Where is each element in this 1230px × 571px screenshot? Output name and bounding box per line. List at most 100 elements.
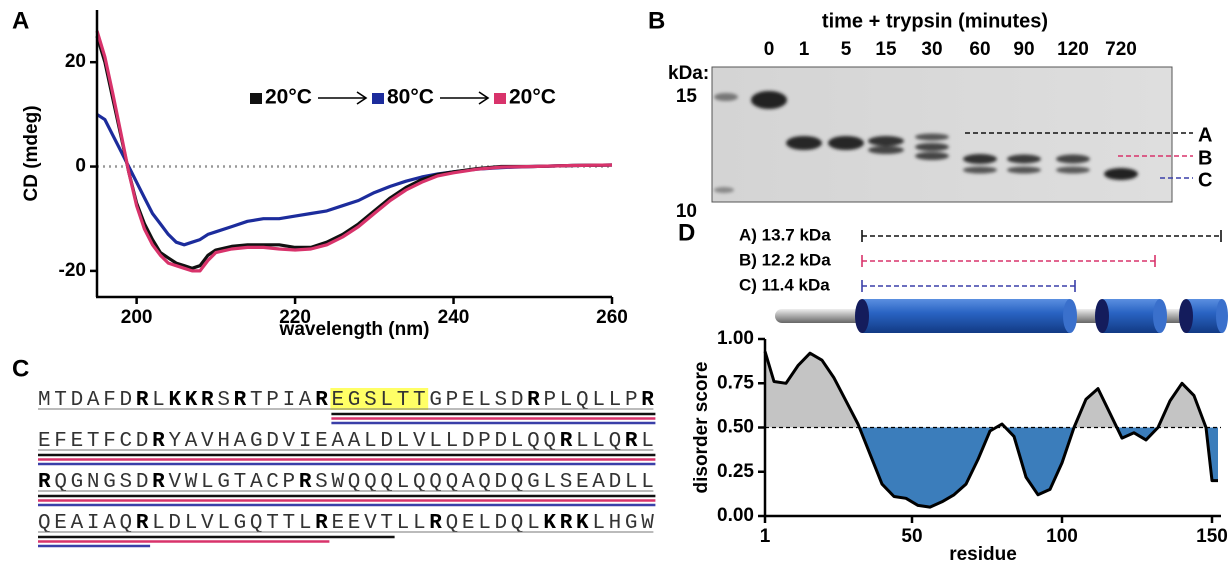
residues: EFETFCD <box>38 430 152 453</box>
residues: R <box>560 430 576 453</box>
residues: QGNGSD <box>54 471 152 494</box>
y-tick-label: 0 <box>75 156 86 177</box>
area-below <box>765 427 1218 508</box>
gel-band <box>1007 154 1041 164</box>
helix-end <box>1179 299 1193 333</box>
x-tick-label: 50 <box>901 526 922 547</box>
gel-title: time + trypsin (minutes) <box>822 10 1048 32</box>
residues: S <box>217 389 233 412</box>
sequence-line: MTDAFDRLKKRSRTPIAREGSLTTGPELSDRPLQLLPR <box>38 389 658 412</box>
gel-band <box>751 91 787 109</box>
residues: LLQ <box>576 430 625 453</box>
area-above <box>765 351 1218 428</box>
residues: R <box>136 389 152 412</box>
helix <box>1102 299 1160 333</box>
residues: R <box>315 389 331 412</box>
residues: R <box>152 471 168 494</box>
series-line <box>95 35 613 270</box>
residues: TPIA <box>250 389 315 412</box>
x-tick-label: 260 <box>596 307 628 328</box>
chart: 0.000.250.500.751.001 50 100 150residuediso… <box>691 328 1228 565</box>
helix-end <box>855 299 869 333</box>
band-label: B <box>1198 147 1212 169</box>
residues: R <box>527 389 543 412</box>
legend-swatch <box>494 93 506 104</box>
gel-band <box>963 166 997 174</box>
residues: R <box>38 471 54 494</box>
lane-label: 1 <box>799 39 810 60</box>
fragment-label: A) 13.7 kDa <box>739 225 831 244</box>
structure-cartoon <box>775 299 1228 333</box>
residues: EEVTLL <box>331 512 429 535</box>
residues: GPELSD <box>429 389 527 412</box>
fragment-label: B) 12.2 kDa <box>739 250 831 269</box>
residues: R <box>315 512 331 535</box>
marker-label: 10 <box>676 201 697 222</box>
gel-band <box>1056 154 1090 164</box>
helix <box>862 299 1070 333</box>
legend-label: 20°C <box>265 86 312 109</box>
helix-end <box>1216 299 1228 333</box>
y-tick-label: 1.00 <box>717 328 754 349</box>
x-axis-label: residue <box>949 544 1017 565</box>
legend-swatch <box>372 93 384 104</box>
residues: QEAIAQ <box>38 512 136 535</box>
panel-label: B <box>648 7 665 34</box>
sequence-line: EFETFCDRYAVHAGDVIEAALDLVLLDPDLQQRLLQRL <box>38 430 658 453</box>
y-tick-label: -20 <box>59 260 86 281</box>
marker-label: 15 <box>676 86 698 107</box>
y-tick-label: 0.25 <box>717 461 754 482</box>
legend-swatch <box>250 93 262 104</box>
residues: VWLGTACP <box>168 471 298 494</box>
x-tick-label: 1 <box>760 526 771 547</box>
residues: R <box>299 471 315 494</box>
panel-label: C <box>12 355 29 382</box>
helix-end <box>1153 299 1167 333</box>
gel-band <box>828 136 864 150</box>
residues: QELDQL <box>446 512 544 535</box>
gel-band <box>714 93 738 101</box>
chart: 20°C 80°C 20°C -20 0 20 200 220 240 260 wavelength… <box>21 10 628 340</box>
disorder-line <box>763 350 1218 509</box>
gel-band <box>915 133 949 141</box>
lane-label: 5 <box>841 39 852 60</box>
panel-label: A <box>12 7 29 34</box>
panel-label: D <box>678 219 695 246</box>
helix-end <box>1095 299 1109 333</box>
residues: KRK <box>543 512 592 535</box>
y-tick-label: 0.50 <box>717 417 754 438</box>
helix-end <box>1063 299 1077 333</box>
gel-band <box>963 154 997 164</box>
gel-band <box>868 146 904 154</box>
x-tick-label: 220 <box>279 307 311 328</box>
residues: R <box>234 389 250 412</box>
y-tick-label: 20 <box>65 51 86 72</box>
legend-label: 20°C <box>509 86 556 109</box>
lane-label: 60 <box>969 39 990 60</box>
residues: R <box>641 389 657 412</box>
gel-band <box>915 152 949 160</box>
y-tick-label: 0.75 <box>717 372 754 393</box>
residues: R <box>136 512 152 535</box>
gel-band <box>1104 168 1138 180</box>
y-axis-label: disorder score <box>691 362 712 494</box>
residues: KKR <box>168 389 217 412</box>
residues: EGSLTT <box>332 389 430 412</box>
fragment-label: C) 11.4 kDa <box>739 275 830 294</box>
gel-bands <box>714 91 1138 193</box>
sequence-line: RQGNGSDRVWLGTACPRSWQQQLQQQAQDQGLSEADLL <box>38 471 658 494</box>
residues: R <box>152 430 168 453</box>
lane-label: 90 <box>1013 39 1034 60</box>
band-label: A <box>1198 124 1212 146</box>
x-tick-label: 200 <box>121 307 153 328</box>
residues: L <box>641 430 657 453</box>
x-tick-label: 240 <box>438 307 470 328</box>
lane-label: 120 <box>1057 39 1089 60</box>
x-tick-label: 100 <box>1046 526 1078 547</box>
lane-label: 720 <box>1105 39 1137 60</box>
y-axis-label: CD (mdeg) <box>21 105 42 201</box>
x-tick-label: 150 <box>1196 526 1228 547</box>
residues: YAVHAGDVIEAALDLVLLDPDLQQ <box>168 430 559 453</box>
